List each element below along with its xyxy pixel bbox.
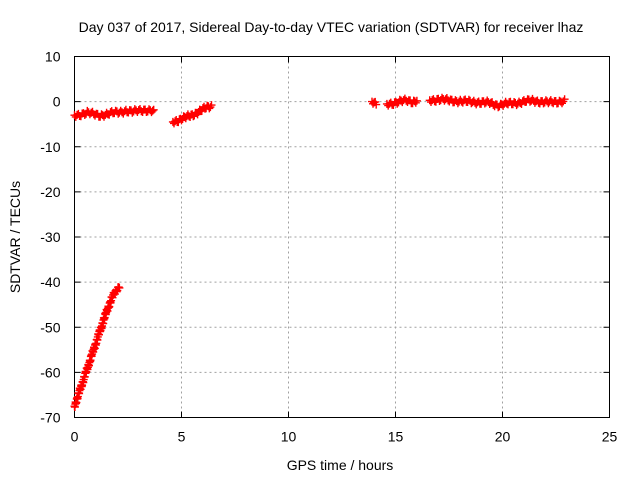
data-point-markers <box>382 94 421 110</box>
y-tick-label: -30 <box>40 229 60 245</box>
x-tick-label: 20 <box>495 429 511 445</box>
y-tick-label: -60 <box>40 364 60 380</box>
y-tick-label: -10 <box>40 139 60 155</box>
x-tick-label: 15 <box>388 429 404 445</box>
y-tick-label: 10 <box>45 49 61 65</box>
data-point-markers <box>425 93 569 112</box>
y-tick-label: 0 <box>53 94 61 110</box>
y-tick-label: -70 <box>40 410 60 426</box>
x-tick-label: 0 <box>71 429 79 445</box>
x-axis-label: GPS time / hours <box>287 457 394 473</box>
chart-title: Day 037 of 2017, Sidereal Day-to-day VTE… <box>79 19 584 35</box>
data-points <box>70 93 569 411</box>
x-tick-label: 5 <box>178 429 186 445</box>
data-point-markers <box>168 101 216 128</box>
data-point-markers <box>70 283 124 411</box>
y-axis-label: SDTVAR / TECUs <box>7 181 23 293</box>
y-tick-label: -20 <box>40 184 60 200</box>
x-tick-label: 25 <box>602 429 618 445</box>
data-point-markers <box>368 97 381 109</box>
y-tick-label: -50 <box>40 319 60 335</box>
axis-ticks: 0 5 10 15 20 25 10 0 -10 -20 -30 -40 -50 -60 -70 <box>40 49 617 445</box>
x-tick-label: 10 <box>281 429 297 445</box>
y-tick-label: -40 <box>40 274 60 290</box>
data-point-markers <box>70 105 158 121</box>
